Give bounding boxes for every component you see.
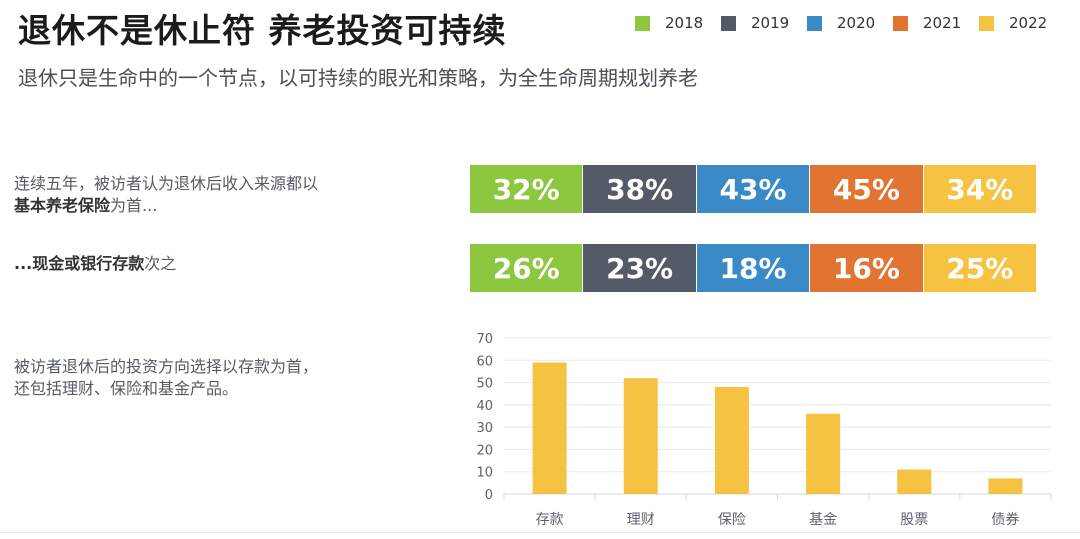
legend-label: 2021 [923, 14, 962, 32]
percent-segment-2020: 43% [696, 165, 811, 213]
y-tick-label: 70 [476, 332, 493, 347]
desc-line: 连续五年，被访者认为退休后收入来源都以 [14, 174, 319, 193]
bar-理财 [623, 378, 658, 494]
percent-segment-2019: 38% [583, 165, 697, 213]
legend-label: 2019 [751, 14, 790, 32]
percent-row-pension: 32% 38% 43% 45% 34% [470, 165, 1038, 213]
bar-债券 [988, 478, 1023, 494]
legend-swatch [635, 15, 650, 31]
description-cash-savings: ...现金或银行存款次之 [14, 253, 176, 275]
percent-row-savings: 26% 23% 18% 16% 25% [470, 244, 1038, 292]
bar-股票 [897, 469, 932, 494]
x-tick-label: 基金 [809, 511, 837, 528]
percent-segment-2022: 25% [923, 244, 1038, 292]
legend-label: 2018 [665, 14, 704, 32]
y-tick-label: 10 [476, 466, 493, 481]
divider [0, 532, 1080, 533]
legend-label: 2020 [837, 14, 876, 32]
percent-segment-2021: 16% [810, 244, 924, 292]
desc-rest: 次之 [144, 254, 177, 273]
legend-item-2019: 2019 [721, 14, 807, 32]
y-tick-label: 50 [476, 377, 493, 392]
desc-bold: ...现金或银行存款 [14, 254, 145, 273]
legend-swatch [721, 15, 736, 31]
desc-bold: 基本养老保险 [14, 196, 111, 215]
description-investment: 被访者退休后的投资方向选择以存款为首， 还包括理财、保险和基金产品。 [14, 356, 318, 400]
y-tick-label: 40 [476, 399, 493, 414]
legend-swatch [807, 15, 822, 31]
bar-保险 [714, 387, 749, 494]
y-tick-label: 0 [485, 488, 493, 503]
description-income-source: 连续五年，被访者认为退休后收入来源都以 基本养老保险为首... [14, 173, 318, 217]
bar-存款 [532, 362, 567, 494]
legend-item-2022: 2022 [979, 14, 1065, 32]
percent-segment-2018: 26% [470, 244, 584, 292]
bar-基金 [806, 413, 841, 494]
legend-label: 2022 [1009, 14, 1048, 32]
legend-item-2021: 2021 [893, 14, 979, 32]
desc-rest: 为首... [110, 196, 158, 215]
desc-line: 被访者退休后的投资方向选择以存款为首， [14, 357, 319, 376]
legend: 2018 2019 2020 2021 2022 [635, 14, 1065, 32]
y-tick-label: 20 [476, 443, 493, 458]
x-tick-label: 债券 [991, 512, 1019, 528]
legend-swatch [893, 15, 908, 31]
percent-segment-2022: 34% [923, 165, 1038, 213]
x-tick-label: 保险 [718, 512, 746, 528]
x-tick-label: 股票 [900, 512, 928, 528]
legend-item-2018: 2018 [635, 14, 721, 32]
x-tick-label: 理财 [627, 512, 655, 528]
percent-segment-2021: 45% [810, 165, 924, 213]
percent-segment-2018: 32% [470, 165, 584, 213]
legend-item-2020: 2020 [807, 14, 893, 32]
desc-line: 还包括理财、保险和基金产品。 [14, 379, 239, 398]
page-title: 退休不是休止符 养老投资可持续 [18, 11, 507, 50]
x-tick-label: 存款 [536, 512, 564, 528]
legend-swatch [979, 15, 994, 31]
y-tick-label: 60 [476, 354, 493, 369]
percent-segment-2019: 23% [583, 244, 697, 292]
percent-segment-2020: 18% [696, 244, 811, 292]
y-tick-label: 30 [476, 421, 493, 436]
page-subtitle: 退休只是生命中的一个节点，以可持续的眼光和策略，为全生命周期规划养老 [18, 66, 698, 90]
